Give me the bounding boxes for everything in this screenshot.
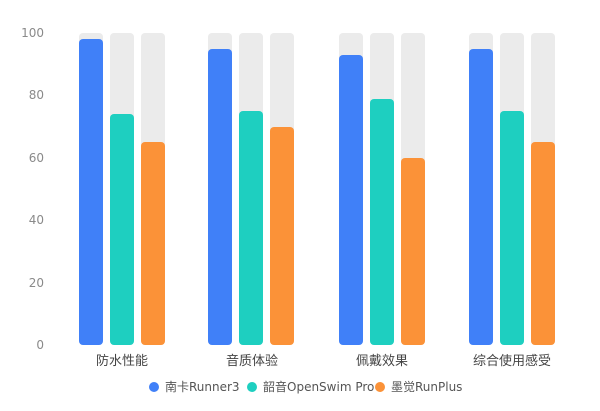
- bar-group: [469, 33, 555, 345]
- bar-group: [208, 33, 294, 345]
- y-tick-40: 40: [28, 213, 44, 227]
- bar-track: [79, 33, 103, 345]
- bar-track: [208, 33, 232, 345]
- x-label-overall: 综合使用感受: [472, 354, 551, 369]
- bar[interactable]: [401, 157, 425, 345]
- legend-item-nank[interactable]: 南卡Runner3: [149, 378, 240, 395]
- y-tick-80: 80: [28, 88, 44, 102]
- legend-item-shokz[interactable]: 韶音OpenSwim Pro: [247, 378, 374, 395]
- bar[interactable]: [339, 54, 363, 345]
- legend: 南卡Runner3 韶音OpenSwim Pro 墨觉RunPlus: [0, 378, 600, 398]
- bar[interactable]: [239, 111, 263, 345]
- bar-track: [469, 33, 493, 345]
- legend-label: 墨觉RunPlus: [391, 380, 463, 394]
- bar-track: [339, 33, 363, 345]
- legend-item-mojue[interactable]: 墨觉RunPlus: [375, 378, 462, 395]
- y-tick-60: 60: [28, 151, 44, 165]
- legend-dot-icon: [375, 381, 385, 392]
- bar-track: [110, 33, 134, 345]
- bar[interactable]: [370, 98, 394, 345]
- bar-group: [339, 33, 425, 345]
- y-tick-20: 20: [28, 276, 44, 290]
- x-label-sound-quality: 音质体验: [225, 354, 278, 369]
- legend-dot-icon: [247, 381, 257, 392]
- bar-track: [239, 33, 263, 345]
- legend-label: 韶音OpenSwim Pro: [263, 380, 375, 394]
- bar-track: [531, 33, 555, 345]
- x-label-wearing: 佩戴效果: [355, 354, 408, 369]
- bar[interactable]: [531, 142, 555, 345]
- legend-dot-icon: [149, 381, 159, 392]
- bar[interactable]: [141, 142, 165, 345]
- y-tick-0: 0: [36, 338, 44, 352]
- y-tick-100: 100: [21, 26, 44, 40]
- bar[interactable]: [79, 39, 103, 345]
- bar-track: [270, 33, 294, 345]
- bar-track: [500, 33, 524, 345]
- legend-label: 南卡Runner3: [165, 380, 240, 394]
- bar[interactable]: [110, 114, 134, 345]
- x-label-waterproof: 防水性能: [95, 354, 148, 369]
- bar-group: [79, 33, 165, 345]
- bar[interactable]: [500, 111, 524, 345]
- bar-track: [141, 33, 165, 345]
- bar[interactable]: [270, 126, 294, 345]
- bar-track: [401, 33, 425, 345]
- bar-track: [370, 33, 394, 345]
- bar[interactable]: [208, 48, 232, 345]
- bar[interactable]: [469, 48, 493, 345]
